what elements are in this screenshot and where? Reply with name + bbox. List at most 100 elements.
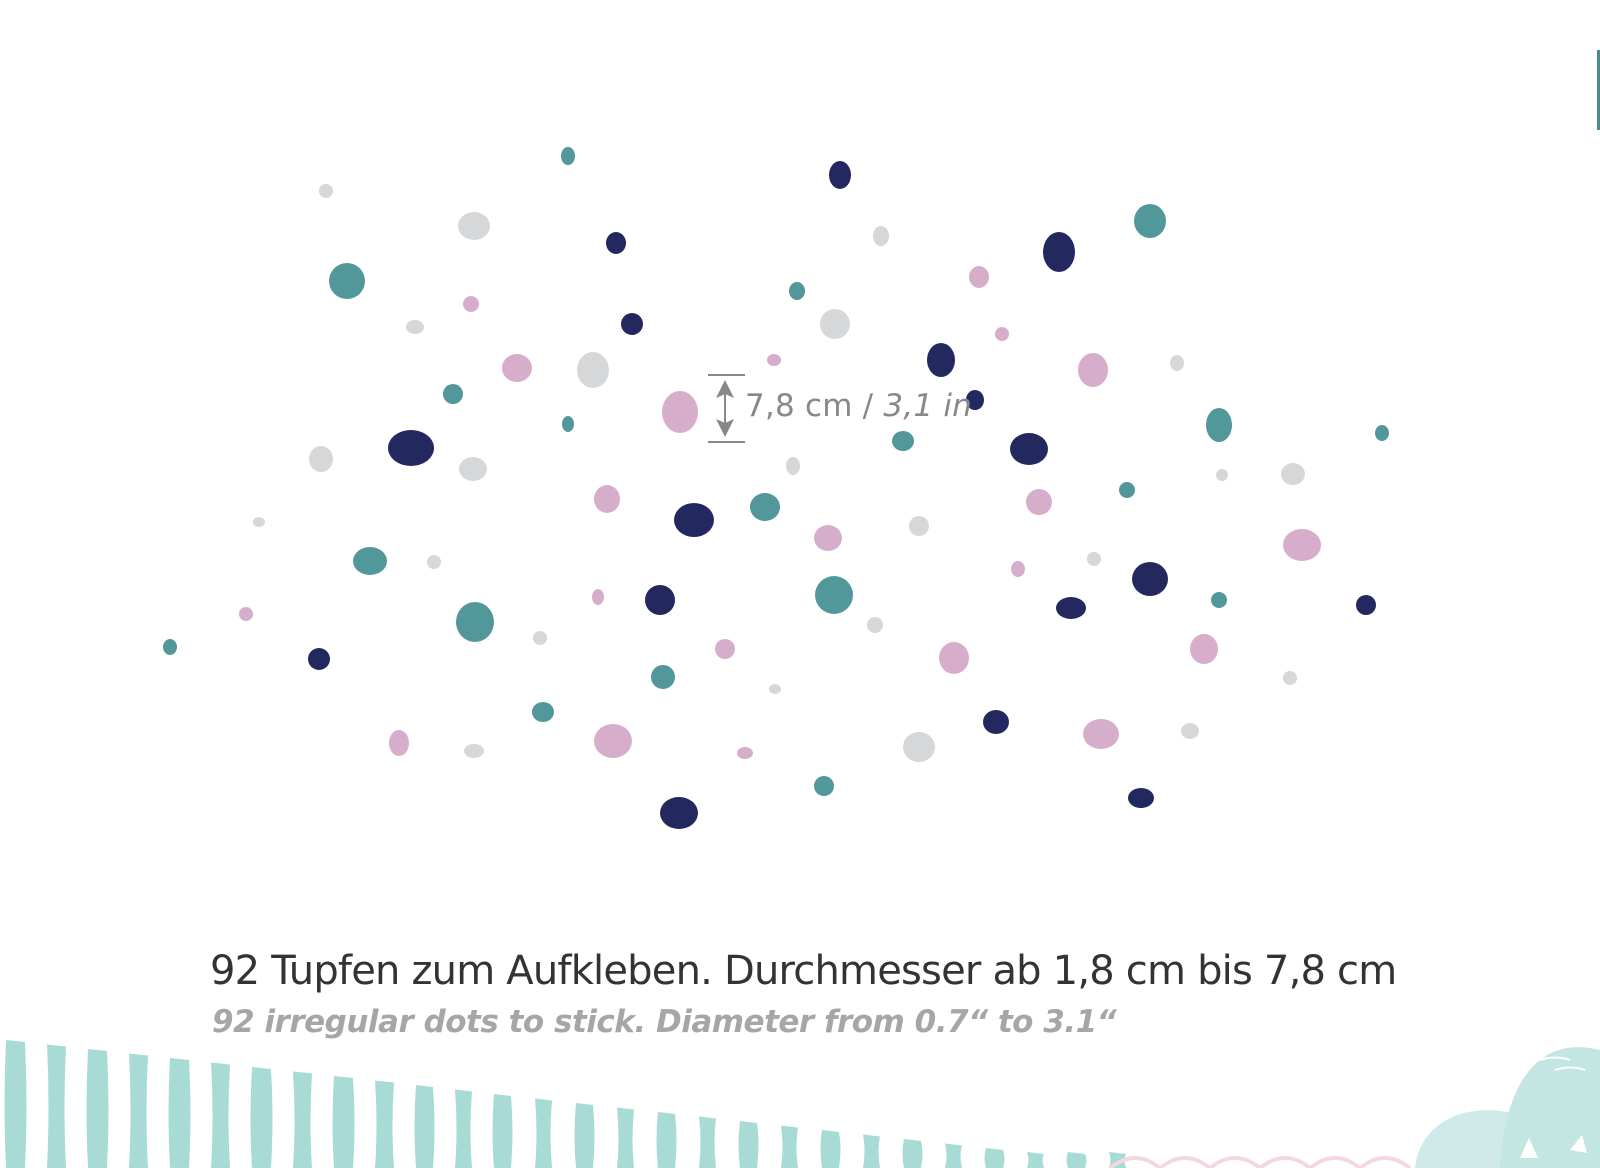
stripe <box>902 1139 923 1168</box>
caption-english: 92 irregular dots to stick. Diameter fro… <box>212 1004 1117 1040</box>
dot-pink <box>1083 719 1119 749</box>
stripe <box>535 1098 552 1168</box>
dot-grey <box>909 516 929 536</box>
dot-teal <box>1119 482 1135 498</box>
dot-grey <box>577 352 609 388</box>
stripe <box>47 1044 66 1168</box>
dot-navy <box>966 390 984 410</box>
dot-teal <box>163 639 177 655</box>
stripe <box>211 1062 230 1168</box>
dot-teal <box>815 576 853 614</box>
stripe <box>738 1121 759 1168</box>
dot-grey <box>1281 463 1305 485</box>
dot-teal <box>532 702 554 722</box>
dot-teal <box>562 416 574 432</box>
dot-grey <box>786 457 800 475</box>
dot-navy <box>645 585 675 615</box>
dot-teal <box>443 384 463 404</box>
dot-navy <box>660 797 698 829</box>
stripe <box>86 1049 109 1168</box>
dot-grey <box>406 320 424 334</box>
dot-teal <box>892 431 914 451</box>
dot-pink <box>814 525 842 551</box>
stripe <box>984 1148 1005 1168</box>
dot-pink <box>939 642 969 674</box>
caption-german: 92 Tupfen zum Aufkleben. Durchmesser ab … <box>210 948 1397 994</box>
dot-navy <box>621 313 643 335</box>
dot-pink <box>767 354 781 366</box>
dot-grey <box>427 555 441 569</box>
stripe <box>168 1058 191 1168</box>
scallop-pattern <box>1108 1156 1412 1168</box>
dot-grey <box>459 457 487 481</box>
dot-navy <box>829 161 851 189</box>
dot-teal <box>1134 204 1166 238</box>
dot-grey <box>867 617 883 633</box>
dot-teal <box>456 602 494 642</box>
stripe <box>574 1103 595 1168</box>
stripe <box>781 1125 798 1168</box>
dot-pink <box>1283 529 1321 561</box>
dot-grey <box>1216 469 1228 481</box>
dot-pink <box>969 266 989 288</box>
stripe <box>820 1130 841 1168</box>
dot-navy <box>1010 433 1048 465</box>
dot-navy <box>1356 595 1376 615</box>
dot-pink <box>1011 561 1025 577</box>
dot-navy <box>1128 788 1154 808</box>
stripe <box>4 1040 27 1168</box>
dot-teal <box>1211 592 1227 608</box>
dot-pink <box>1078 353 1108 387</box>
stripe <box>293 1071 312 1168</box>
stripe <box>945 1143 962 1168</box>
dot-pink <box>995 327 1009 341</box>
stripe <box>617 1107 634 1168</box>
stripe <box>455 1089 472 1168</box>
stripe <box>492 1094 513 1168</box>
dot-navy <box>1056 597 1086 619</box>
dot-grey <box>319 184 333 198</box>
dot-teal <box>329 263 365 299</box>
stripe <box>1027 1152 1044 1168</box>
dot-pink <box>1026 489 1052 515</box>
dot-grey <box>533 631 547 645</box>
dot-grey <box>769 684 781 694</box>
size-indicator <box>708 374 745 443</box>
dot-grey <box>1170 355 1184 371</box>
dot-teal <box>561 147 575 165</box>
measurement-label: 7,8 cm / 3,1 in <box>745 388 972 424</box>
dot-teal <box>814 776 834 796</box>
dot-pink <box>389 730 409 756</box>
dot-navy <box>606 232 626 254</box>
dot-teal <box>750 493 780 521</box>
dot-pink <box>715 639 735 659</box>
dot-pink <box>502 354 532 382</box>
dot-navy <box>983 710 1009 734</box>
stripe <box>332 1076 355 1168</box>
dot-pink <box>1190 634 1218 664</box>
dot-grey <box>253 517 265 527</box>
dot-pink <box>239 607 253 621</box>
dot-navy <box>674 503 714 537</box>
dot-teal <box>1375 425 1389 441</box>
dot-pink <box>662 391 698 433</box>
dot-grey <box>903 732 935 762</box>
dot-navy <box>1132 562 1168 596</box>
dot-grey <box>1181 723 1199 739</box>
dot-navy <box>388 430 434 466</box>
dot-pink <box>592 589 604 605</box>
stripe <box>250 1067 273 1168</box>
measurement-imperial: 3,1 in <box>883 388 972 424</box>
dot-pink <box>594 485 620 513</box>
dot-grey <box>873 226 889 246</box>
stripe-pattern <box>4 1040 1126 1168</box>
stripe <box>1066 1152 1087 1168</box>
dot-teal <box>651 665 675 689</box>
dot-navy <box>927 343 955 377</box>
stripe <box>656 1112 677 1168</box>
bottom-decoration <box>4 1040 1600 1168</box>
measurement-metric: 7,8 cm / <box>745 388 874 424</box>
stripe <box>699 1116 716 1168</box>
dot-grey <box>309 446 333 472</box>
